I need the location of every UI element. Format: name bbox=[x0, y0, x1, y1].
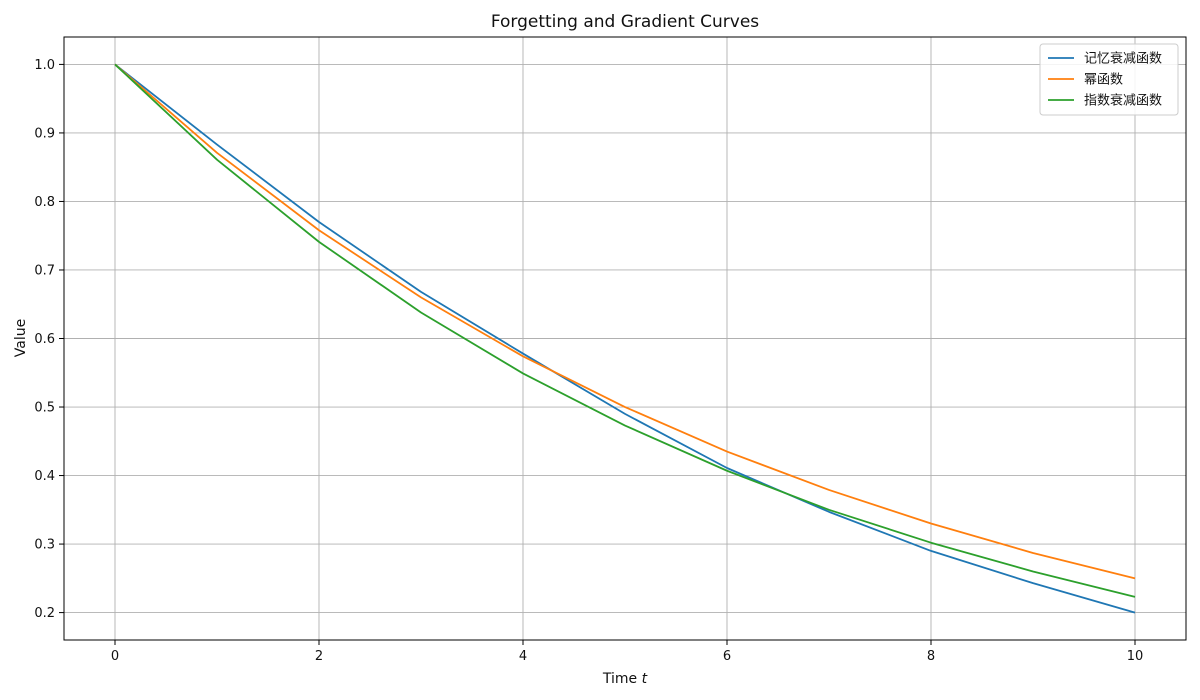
grid-layer bbox=[64, 37, 1186, 640]
x-axis-title: Time t bbox=[602, 671, 648, 687]
series-layer bbox=[114, 63, 1136, 614]
tick-layer: 0 2 4 6 8 10 0.2 0.3 0.4 0.5 0.6 0.7 0.8 0.9 1.0 bbox=[34, 58, 1143, 664]
x-tick-label: 8 bbox=[927, 649, 935, 664]
series-line bbox=[114, 63, 1136, 580]
series-line bbox=[114, 63, 1136, 598]
y-tick-label: 0.3 bbox=[34, 538, 55, 553]
y-tick-label: 0.7 bbox=[34, 263, 55, 278]
legend-label: 指数衰减函数 bbox=[1084, 93, 1162, 109]
y-tick-label: 0.6 bbox=[34, 332, 55, 347]
y-tick-label: 0.2 bbox=[34, 606, 55, 621]
y-tick-label: 0.4 bbox=[34, 469, 55, 484]
x-tick-label: 0 bbox=[111, 649, 119, 664]
legend-label: 记忆衰减函数 bbox=[1084, 51, 1162, 67]
x-tick-label: 10 bbox=[1127, 649, 1144, 664]
series-line bbox=[114, 63, 1136, 614]
y-axis-title: Value bbox=[13, 319, 29, 357]
x-tick-label: 2 bbox=[315, 649, 323, 664]
y-tick-label: 0.8 bbox=[34, 195, 55, 210]
x-tick-label: 4 bbox=[519, 649, 527, 664]
legend-label: 幂函数 bbox=[1084, 73, 1123, 88]
x-tick-label: 6 bbox=[723, 649, 731, 664]
legend-box bbox=[1039, 43, 1179, 116]
y-tick-label: 1.0 bbox=[34, 58, 55, 73]
x-axis-label: Time bbox=[602, 671, 637, 687]
y-tick-label: 0.9 bbox=[34, 126, 55, 141]
x-axis-variable: t bbox=[642, 671, 648, 687]
y-tick-label: 0.5 bbox=[34, 401, 55, 416]
chart-title: Forgetting and Gradient Curves bbox=[491, 12, 759, 32]
